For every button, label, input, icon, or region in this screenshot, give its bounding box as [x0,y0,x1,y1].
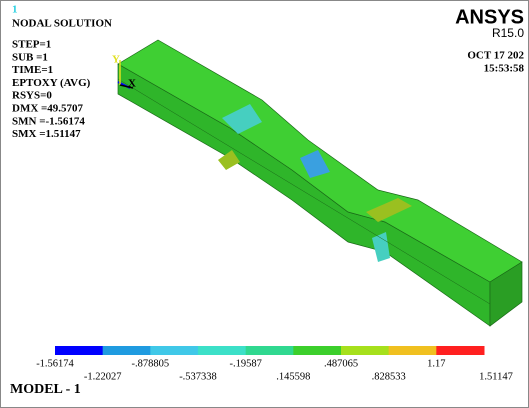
legend-label: 1.17 [427,358,445,369]
legend-label: -1.22027 [84,371,122,382]
solution-info: DMX =49.5707 [12,103,84,115]
legend-label: .145598 [276,371,310,382]
legend-band [245,346,294,355]
legend-label: -.878805 [132,358,170,369]
beam-edge [117,78,491,305]
legend-label: 1.51147 [479,371,513,382]
time: 15:53:58 [484,63,525,75]
legend-band [102,346,151,355]
solution-info: TIME=1 [12,64,53,76]
legend-label: -.537338 [179,371,217,382]
solution-info: EPTOXY (AVG) [12,77,91,89]
legend-label: .828533 [372,371,406,382]
beam-model [117,39,523,327]
solution-info: SMX =1.51147 [12,128,81,140]
legend-label: -.19587 [229,358,261,369]
legend-label: .487065 [324,358,358,369]
legend-band [293,346,342,355]
model-label: MODEL - 1 [10,382,81,397]
legend-band [341,346,390,355]
window-index: 1 [12,4,18,16]
strain-patch [218,150,240,170]
solution-info: STEP=1 [12,39,51,51]
legend-band [436,346,485,355]
solution-info: RSYS=0 [12,90,52,102]
strain-patch [222,104,262,134]
legend-band [198,346,247,355]
axis-y-label: Y [112,54,120,66]
legend-band [388,346,437,355]
brand-name: ANSYS [455,6,524,28]
legend-label: -1.56174 [36,358,74,369]
beam-end-face [489,261,523,327]
result-title: NODAL SOLUTION [12,18,112,30]
solution-info: SUB =1 [12,51,48,63]
strain-patch [300,150,330,178]
strain-patch [366,198,412,222]
legend-band [55,346,104,355]
date: OCT 17 202 [467,50,524,62]
solution-info: SMN =-1.56174 [12,115,85,127]
brand-version: R15.0 [492,26,524,40]
axis-triad-x [119,84,134,89]
axis-x-label: X [128,78,136,90]
legend-band [150,346,199,355]
strain-patch [372,232,390,262]
